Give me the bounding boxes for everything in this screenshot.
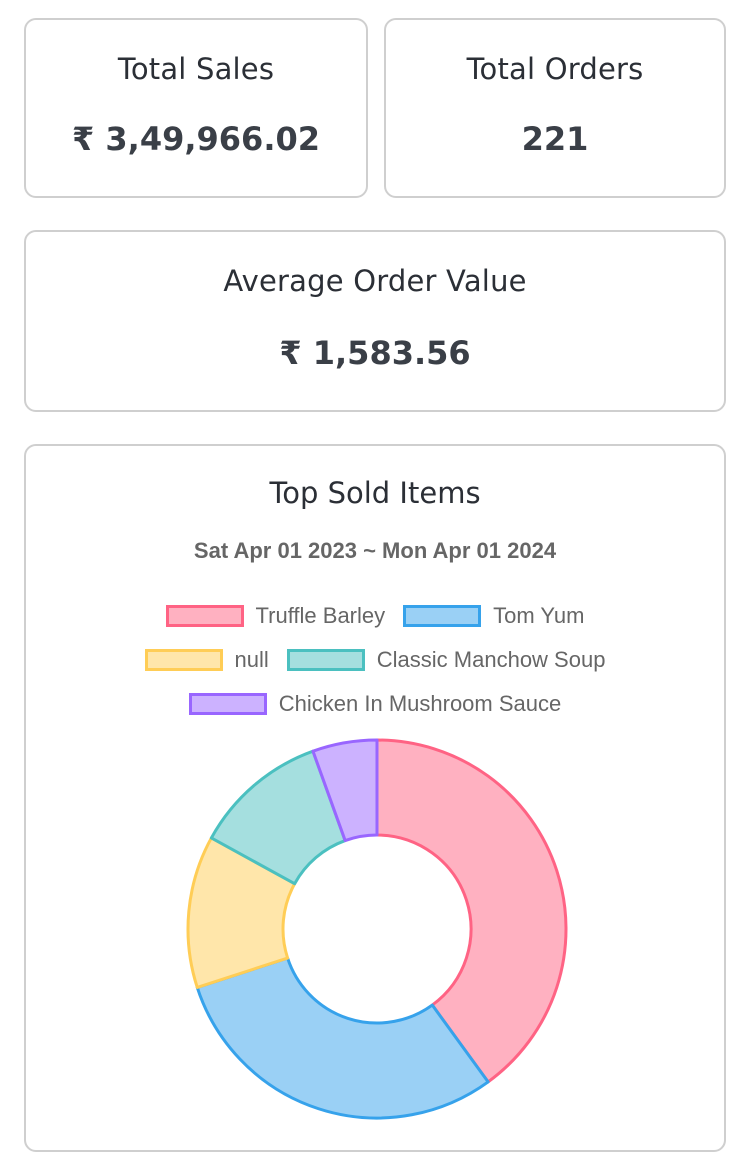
chart-legend-row-2: null Classic Manchow Soup (26, 647, 724, 673)
legend-label: Classic Manchow Soup (376, 647, 606, 672)
donut-slice-chicken-in-mushroom-sauce[interactable] (311, 738, 379, 843)
legend-label: Truffle Barley (255, 603, 386, 628)
total-orders-value: 221 (521, 120, 589, 158)
legend-label: null (234, 647, 269, 672)
legend-swatch (188, 693, 267, 715)
chart-legend-row-3: Chicken In Mushroom Sauce (26, 691, 724, 717)
legend-item[interactable]: null (144, 647, 269, 673)
chart-legend-row-1: Truffle Barley Tom Yum (26, 603, 724, 629)
donut-chart (186, 738, 568, 1120)
legend-item[interactable]: Classic Manchow Soup (286, 647, 606, 673)
top-sold-items-card: Top Sold Items Sat Apr 01 2023 ~ Mon Apr… (24, 444, 726, 1152)
donut-slice-truffle-barley[interactable] (375, 738, 568, 1084)
total-sales-title: Total Sales (117, 52, 275, 86)
chart-subtitle: Sat Apr 01 2023 ~ Mon Apr 01 2024 (193, 538, 557, 563)
total-sales-card: Total Sales ₹ 3,49,966.02 (24, 18, 368, 198)
average-order-value-title: Average Order Value (223, 264, 527, 298)
average-order-value-card: Average Order Value ₹ 1,583.56 (24, 230, 726, 412)
legend-label: Tom Yum (493, 603, 585, 628)
donut-slice-tom-yum[interactable] (195, 956, 490, 1120)
legend-item[interactable]: Truffle Barley (165, 603, 386, 629)
legend-label: Chicken In Mushroom Sauce (278, 691, 562, 716)
legend-swatch (286, 649, 365, 671)
legend-swatch (165, 605, 244, 627)
legend-item[interactable]: Chicken In Mushroom Sauce (188, 691, 562, 717)
total-sales-value: ₹ 3,49,966.02 (72, 120, 320, 158)
chart-title: Top Sold Items (269, 476, 481, 510)
legend-swatch (403, 605, 482, 627)
average-order-value-value: ₹ 1,583.56 (279, 334, 471, 372)
total-orders-title: Total Orders (466, 52, 644, 86)
legend-swatch (144, 649, 223, 671)
total-orders-card: Total Orders 221 (384, 18, 726, 198)
legend-item[interactable]: Tom Yum (403, 603, 584, 629)
